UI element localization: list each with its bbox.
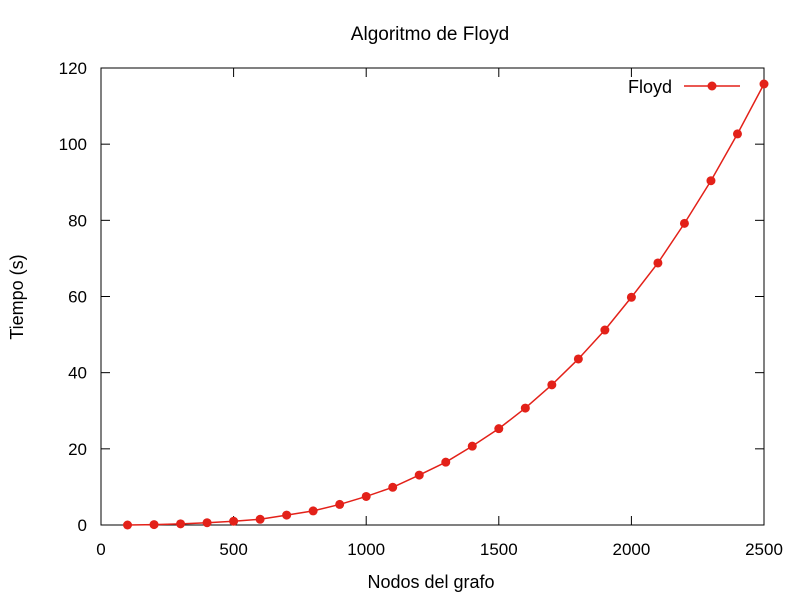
data-point — [759, 79, 769, 89]
legend: Floyd — [628, 77, 740, 97]
data-point — [706, 176, 716, 186]
data-point — [202, 518, 212, 528]
y-tick-label-20: 20 — [68, 440, 87, 459]
data-point — [388, 482, 398, 492]
x-tick-label-1500: 1500 — [480, 540, 518, 559]
y-tick-label-60: 60 — [68, 288, 87, 307]
data-point — [547, 380, 557, 390]
data-point — [414, 470, 424, 480]
data-point — [308, 506, 318, 516]
data-point — [335, 499, 345, 509]
y-tick-label-120: 120 — [59, 59, 87, 78]
x-tick-label-0: 0 — [96, 540, 105, 559]
data-point — [600, 325, 610, 335]
y-tick-label-100: 100 — [59, 135, 87, 154]
data-point — [229, 516, 239, 526]
x-tick-label-2000: 2000 — [612, 540, 650, 559]
data-point — [494, 424, 504, 434]
data-point — [679, 218, 689, 228]
data-point — [255, 514, 265, 524]
data-point — [361, 491, 371, 501]
x-axis-label: Nodos del grafo — [367, 572, 494, 592]
data-point — [176, 519, 186, 529]
y-tick-label-40: 40 — [68, 364, 87, 383]
chart-title: Algoritmo de Floyd — [351, 24, 509, 45]
data-point — [626, 292, 636, 302]
data-point — [467, 441, 477, 451]
data-point — [732, 129, 742, 139]
legend-label-floyd: Floyd — [628, 77, 672, 97]
x-tick-label-1000: 1000 — [347, 540, 385, 559]
y-tick-label-80: 80 — [68, 211, 87, 230]
data-point — [520, 403, 530, 413]
x-tick-label-2500: 2500 — [745, 540, 783, 559]
data-point — [573, 354, 583, 364]
series-layer — [123, 79, 769, 530]
legend-marker-floyd — [707, 81, 717, 91]
data-point — [441, 457, 451, 467]
y-tick-label-0: 0 — [78, 516, 87, 535]
plot-frame — [100, 67, 765, 526]
data-point — [123, 520, 133, 530]
ticks: 0 500 1000 1500 2000 2500 0 20 40 60 80 100 120 — [59, 59, 783, 559]
y-axis-label: Tiempo (s) — [7, 254, 27, 339]
data-point — [282, 510, 292, 520]
data-point — [653, 258, 663, 268]
data-point — [149, 520, 159, 530]
x-tick-label-500: 500 — [219, 540, 247, 559]
